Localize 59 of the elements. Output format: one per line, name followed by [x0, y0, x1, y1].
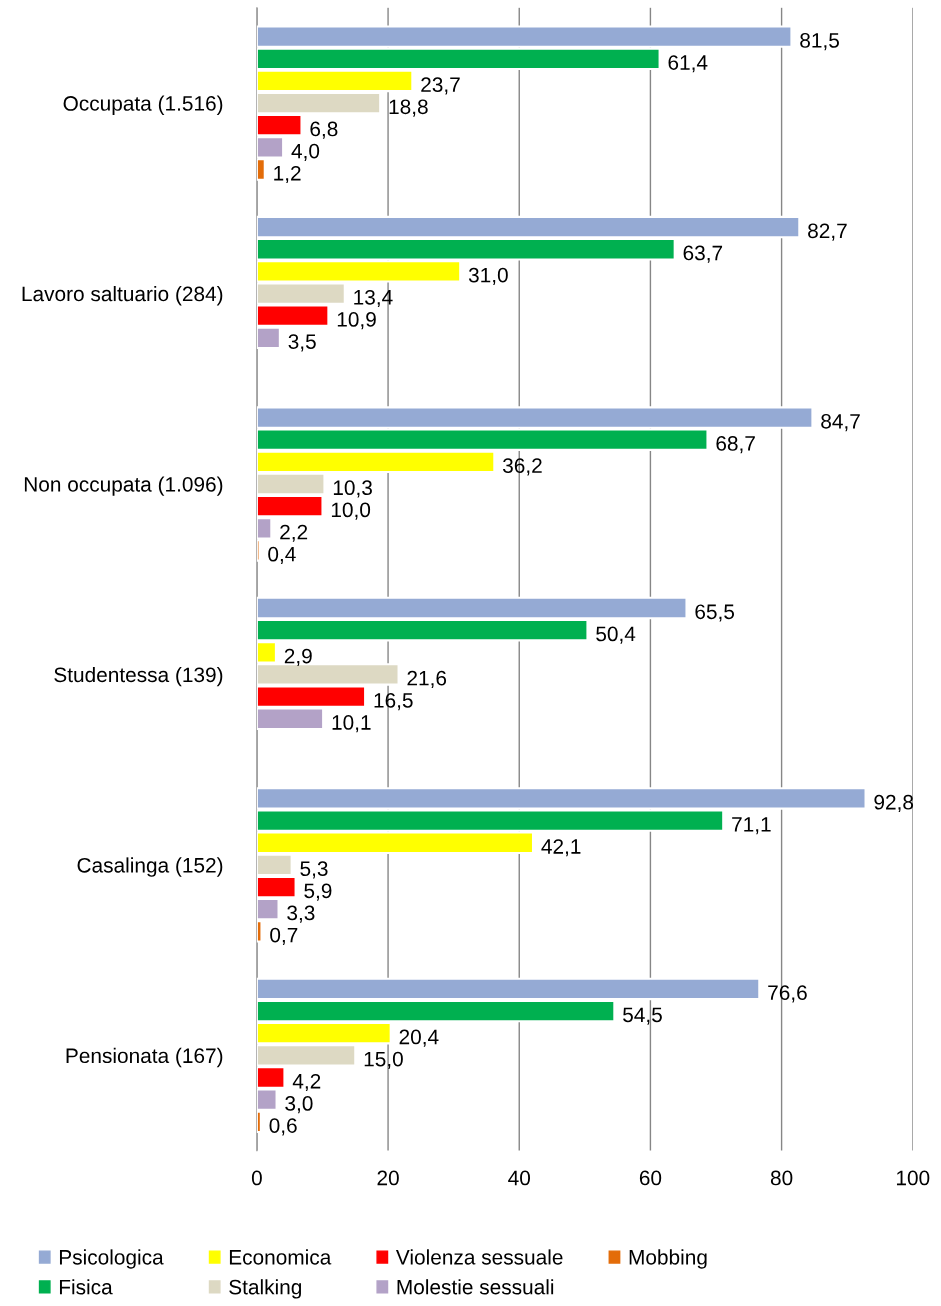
- legend-label: Psicologica: [59, 1249, 164, 1269]
- y-tick-label: Occupata (1.516): [63, 95, 223, 115]
- legend-label: Economica: [229, 1249, 332, 1265]
- data-label: 50,4: [596, 626, 636, 644]
- data-label: 2,2: [280, 524, 308, 542]
- data-label: 16,5: [374, 692, 413, 711]
- y-tick-label: Non occupata (1.096): [24, 476, 223, 496]
- y-tick-label: Studentessa (139): [54, 666, 223, 687]
- legend-label: Stalking: [229, 1279, 302, 1299]
- data-label: 82,7: [808, 223, 847, 241]
- y-tick-label: Pensionata (167): [66, 1047, 223, 1068]
- data-label: 36,2: [502, 458, 542, 476]
- data-label: 71,1: [732, 817, 771, 835]
- legend-label: Violenza sessuale: [395, 1249, 563, 1265]
- data-label: 4,2: [292, 1073, 321, 1092]
- x-tick-label: 100: [896, 1170, 930, 1186]
- data-label: 10,3: [333, 480, 372, 498]
- data-label: 3,0: [285, 1096, 313, 1114]
- data-label: 61,4: [668, 55, 708, 73]
- x-tick-label: 60: [639, 1170, 662, 1186]
- data-label: 68,7: [716, 436, 755, 454]
- data-label: 18,8: [389, 99, 428, 117]
- data-label: 23,7: [421, 77, 460, 95]
- data-label: 20,4: [399, 1029, 439, 1047]
- legend-label: Fisica: [59, 1279, 113, 1295]
- data-label: 31,0: [468, 267, 508, 285]
- legend-label: Mobbing: [629, 1249, 707, 1269]
- data-label: 76,6: [768, 985, 807, 1003]
- data-label: 5,9: [304, 883, 332, 901]
- data-label: 84,7: [821, 413, 860, 432]
- data-label: 0,4: [268, 546, 296, 565]
- x-tick-label: 0: [251, 1170, 262, 1186]
- y-tick-label: Casalinga (152): [77, 857, 223, 877]
- data-label: 15,0: [364, 1051, 403, 1069]
- data-label: 2,9: [284, 648, 312, 666]
- data-label: 65,5: [695, 604, 735, 622]
- data-label: 54,5: [623, 1007, 662, 1025]
- legend-label: Molestie sessuali: [397, 1279, 554, 1295]
- data-label: 42,1: [541, 839, 581, 857]
- data-label: 10,1: [332, 715, 371, 733]
- data-label: 1,2: [274, 165, 301, 184]
- x-tick-label: 40: [508, 1170, 531, 1186]
- data-label: 13,4: [354, 289, 393, 308]
- data-label: 0,7: [270, 927, 298, 945]
- data-label: 5,3: [300, 861, 328, 879]
- data-label: 21,6: [407, 670, 447, 689]
- data-label: 10,0: [331, 502, 371, 520]
- data-label: 81,5: [800, 33, 839, 51]
- data-label: 63,7: [683, 245, 723, 263]
- data-label: 10,9: [337, 312, 376, 330]
- y-tick-label: Lavoro saltuario (284): [22, 285, 223, 306]
- x-tick-label: 80: [770, 1170, 793, 1186]
- data-label: 92,8: [874, 794, 914, 813]
- data-label: 6,8: [310, 121, 338, 139]
- data-label: 3,3: [287, 905, 315, 923]
- data-label: 0,6: [269, 1118, 297, 1136]
- data-label: 3,5: [288, 334, 316, 352]
- x-tick-label: 20: [377, 1170, 399, 1186]
- data-label: 4,0: [291, 143, 320, 161]
